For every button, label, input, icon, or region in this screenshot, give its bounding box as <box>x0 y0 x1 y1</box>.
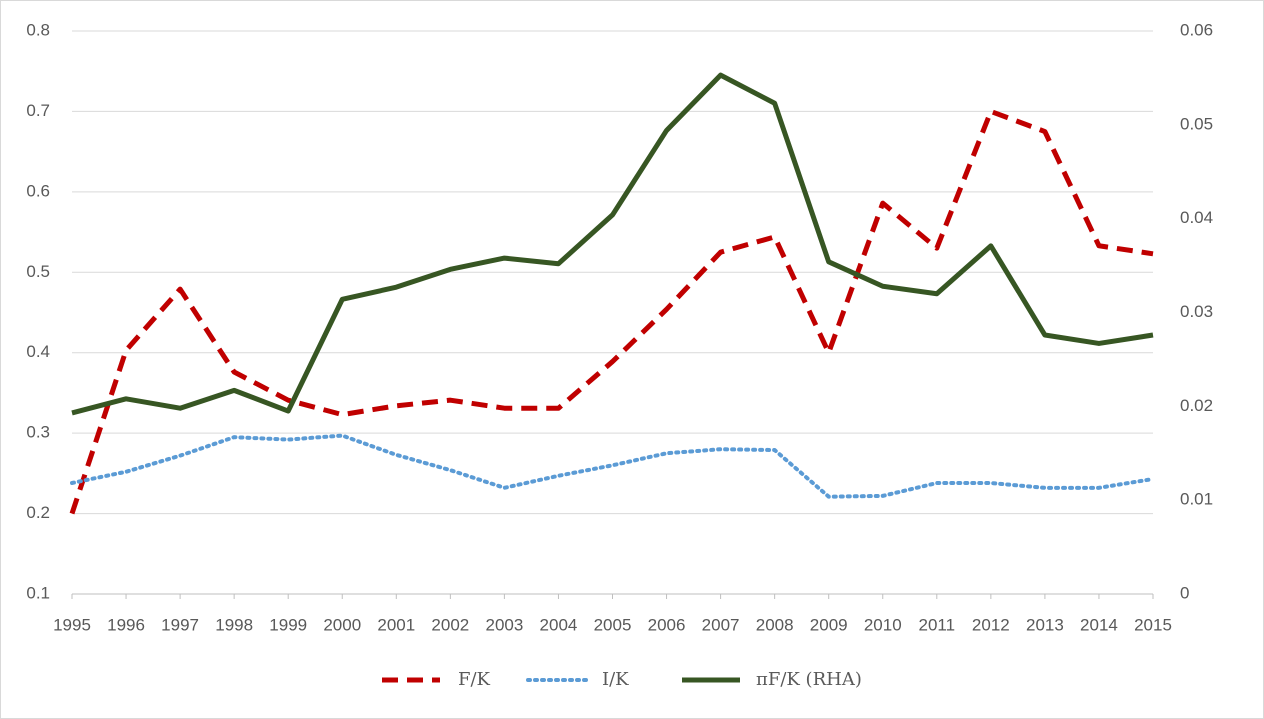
y-tick-label: 0.7 <box>26 101 50 120</box>
y-tick-label: 0.2 <box>26 503 50 522</box>
x-tick-label: 2002 <box>431 615 469 634</box>
x-tick-label: 1996 <box>107 615 145 634</box>
x-tick-label: 1995 <box>53 615 91 634</box>
y2-tick-label: 0.05 <box>1180 114 1213 133</box>
x-tick-label: 2006 <box>648 615 686 634</box>
x-tick-label: 2001 <box>377 615 415 634</box>
series-line <box>69 108 1154 515</box>
y2-tick-label: 0.02 <box>1180 396 1213 415</box>
x-tick-label: 2000 <box>323 615 361 634</box>
y-tick-label: 0.1 <box>26 583 50 602</box>
y2-tick-label: 0.06 <box>1180 20 1213 39</box>
y-tick-label: 0.3 <box>26 423 50 442</box>
x-tick-label: 2008 <box>756 615 794 634</box>
x-tick-label: 2014 <box>1080 615 1118 634</box>
x-tick-label: 2012 <box>972 615 1010 634</box>
series-line <box>70 433 1155 499</box>
y-tick-label: 0.4 <box>26 342 50 361</box>
x-tick-label: 2009 <box>810 615 848 634</box>
y2-tick-label: 0.04 <box>1180 208 1213 227</box>
x-tick-label: 2015 <box>1134 615 1172 634</box>
x-tick-label: 2011 <box>919 615 956 634</box>
x-tick-label: 1997 <box>161 615 199 634</box>
series-line <box>71 72 1154 416</box>
x-tick-label: 2010 <box>864 615 902 634</box>
x-tick-label: 2007 <box>702 615 740 634</box>
x-tick-label: 2003 <box>485 615 523 634</box>
x-tick-label: 1999 <box>269 615 307 634</box>
x-tick-label: 1998 <box>215 615 253 634</box>
y-tick-label: 0.5 <box>26 262 50 281</box>
y-tick-label: 0.8 <box>26 20 50 39</box>
y2-tick-label: 0.03 <box>1180 302 1213 321</box>
y2-tick-label: 0 <box>1180 583 1189 602</box>
x-tick-label: 2004 <box>540 615 578 634</box>
legend-label: πF/K (RHA) <box>756 669 862 690</box>
y2-tick-label: 0.01 <box>1180 490 1213 509</box>
x-tick-label: 2005 <box>594 615 632 634</box>
legend-label: F/K <box>458 669 491 690</box>
legend-label: I/K <box>602 669 629 690</box>
y-tick-label: 0.6 <box>26 181 50 200</box>
x-tick-label: 2013 <box>1026 615 1064 634</box>
